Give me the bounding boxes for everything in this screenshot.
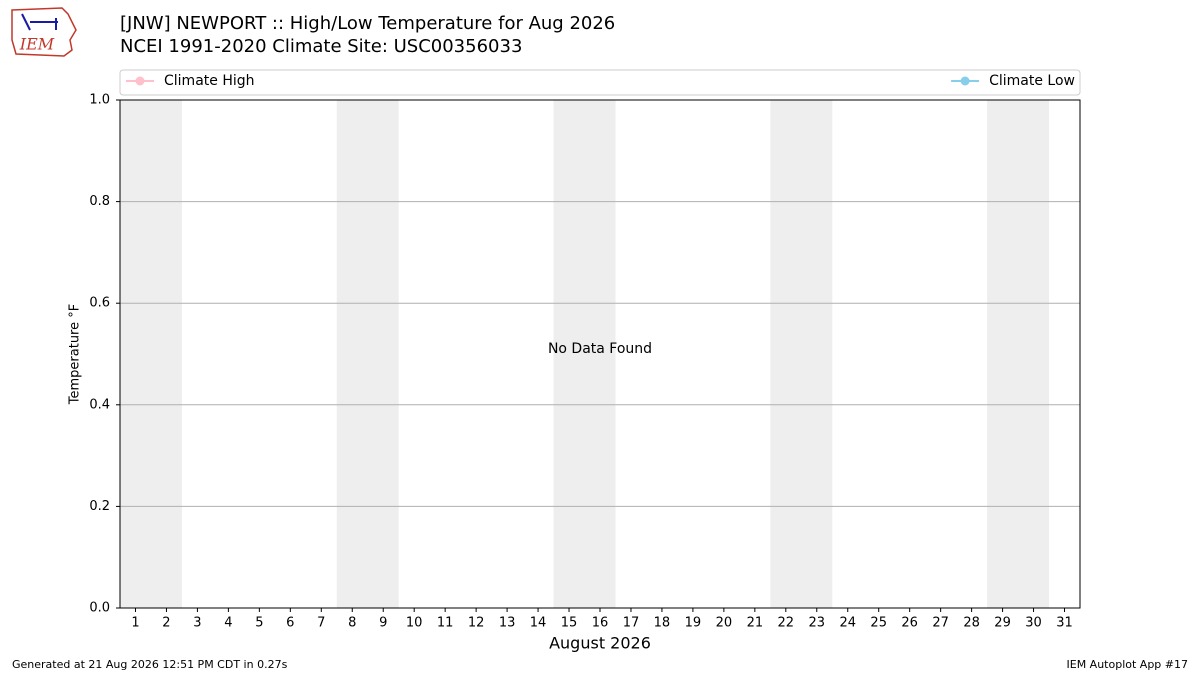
x-tick-label: 10 [406, 616, 423, 631]
footer-right: IEM Autoplot App #17 [1067, 658, 1189, 671]
legend-label: Climate High [164, 73, 255, 89]
legend-box [119, 69, 1081, 96]
legend-label: Climate Low [989, 73, 1075, 89]
x-tick-label: 7 [317, 616, 325, 631]
weekend-shade [336, 100, 399, 608]
y-tick-label: 0.2 [89, 499, 110, 514]
x-tick-label: 18 [654, 616, 671, 631]
x-tick-label: 20 [716, 616, 733, 631]
x-tick-label: 2 [162, 616, 170, 631]
x-tick-label: 8 [348, 616, 356, 631]
plot-frame [119, 99, 1081, 609]
x-tick-label: 16 [592, 616, 609, 631]
weekend-shade [987, 100, 1050, 608]
logo: IEM [11, 7, 77, 57]
x-tick-label: 21 [747, 616, 764, 631]
annotation: No Data Found [548, 341, 652, 357]
x-tick-label: 31 [1056, 616, 1073, 631]
x-tick-label: 29 [994, 616, 1011, 631]
y-tick-label: 0.6 [89, 296, 110, 311]
footer-left: Generated at 21 Aug 2026 12:51 PM CDT in… [12, 658, 288, 671]
weekend-shade [770, 100, 833, 608]
x-tick-label: 17 [623, 616, 640, 631]
weekend-shade [553, 100, 616, 608]
x-tick-label: 1 [131, 616, 139, 631]
x-tick-label: 19 [685, 616, 702, 631]
x-tick-label: 5 [255, 616, 263, 631]
legend-entry: Climate High [126, 73, 255, 89]
y-tick-label: 1.0 [89, 93, 110, 108]
x-tick-label: 26 [901, 616, 918, 631]
y-tick-label: 0.0 [89, 601, 110, 616]
weekend-shade [120, 100, 182, 608]
y-tick-label: 0.4 [89, 397, 110, 412]
legend-entry: Climate Low [951, 73, 1075, 89]
x-tick-label: 27 [932, 616, 949, 631]
x-tick-label: 22 [778, 616, 795, 631]
x-tick-label: 28 [963, 616, 980, 631]
x-tick-label: 9 [379, 616, 387, 631]
chart-title: [JNW] NEWPORT :: High/Low Temperature fo… [120, 13, 615, 34]
x-tick-label: 24 [839, 616, 856, 631]
x-tick-label: 30 [1025, 616, 1042, 631]
y-tick-label: 0.8 [89, 194, 110, 209]
x-tick-label: 3 [193, 616, 201, 631]
x-tick-label: 23 [809, 616, 826, 631]
x-tick-label: 6 [286, 616, 294, 631]
x-tick-label: 15 [561, 616, 578, 631]
y-axis-label: Temperature °F [68, 304, 83, 405]
logo-text: IEM [19, 35, 55, 54]
legend-marker [960, 76, 970, 86]
x-tick-label: 12 [468, 616, 485, 631]
chart-subtitle: NCEI 1991-2020 Climate Site: USC00356033 [120, 36, 522, 57]
x-tick-label: 11 [437, 616, 454, 631]
x-tick-label: 4 [224, 616, 232, 631]
legend-marker [135, 76, 145, 86]
x-tick-label: 13 [499, 616, 516, 631]
x-tick-label: 14 [530, 616, 547, 631]
x-tick-label: 25 [870, 616, 887, 631]
x-axis-label: August 2026 [549, 634, 651, 653]
